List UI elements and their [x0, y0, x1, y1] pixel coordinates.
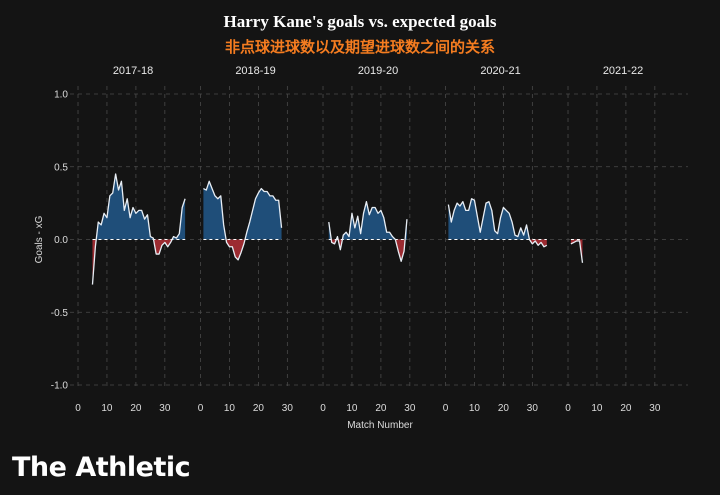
facet-label: 2021-22 [603, 65, 643, 77]
x-tick-label: 10 [101, 403, 113, 414]
negative-area [448, 239, 547, 247]
y-tick-label: 1.0 [54, 90, 68, 101]
x-tick-label: 30 [404, 403, 416, 414]
negative-area [570, 239, 583, 263]
facet-2019-20: 2019-20 0 10 20 30 [320, 65, 416, 414]
x-tick-label: 0 [198, 403, 204, 414]
negative-area [203, 239, 282, 260]
brand-logo: The Athletic [12, 452, 191, 483]
x-tick-label: 0 [320, 403, 326, 414]
negative-area [328, 239, 407, 262]
series-line [570, 240, 584, 263]
facet-2021-22: 2021-22 0 10 20 30 [565, 65, 661, 414]
facet-label: 2017-18 [113, 65, 153, 77]
facet-label: 2020-21 [480, 65, 520, 77]
x-tick-label: 0 [75, 403, 81, 414]
x-tick-label: 20 [253, 403, 265, 414]
y-tick-label: 0.5 [54, 162, 68, 173]
facet-label: 2019-20 [358, 65, 398, 77]
y-tick-label: -0.5 [51, 308, 69, 319]
y-tick-label: -1.0 [51, 381, 69, 392]
x-tick-label: 10 [591, 403, 603, 414]
x-tick-label: 30 [159, 403, 171, 414]
positive-area [448, 198, 547, 240]
facet-2018-19: 2018-19 0 10 20 30 [198, 65, 294, 414]
positive-area [203, 181, 282, 240]
x-tick-label: 20 [620, 403, 632, 414]
y-tick-label: 0.0 [54, 235, 68, 246]
x-tick-label: 0 [443, 403, 449, 414]
x-tick-label: 30 [527, 403, 539, 414]
x-tick-label: 0 [565, 403, 571, 414]
x-axis-title: Match Number [347, 420, 413, 431]
chart-subtitle: 非点球进球数以及期望进球数之间的关系 [224, 38, 495, 56]
x-tick-label: 10 [346, 403, 358, 414]
x-tick-label: 20 [375, 403, 387, 414]
x-tick-label: 30 [649, 403, 661, 414]
series-line [328, 201, 408, 262]
chart-title: Harry Kane's goals vs. expected goals [223, 12, 497, 31]
y-axis-title: Goals - xG [34, 215, 45, 263]
series-line [91, 173, 186, 285]
x-tick-label: 10 [224, 403, 236, 414]
facet-2017-18: 2017-18 0 10 20 30 [75, 65, 186, 414]
x-tick-label: 20 [130, 403, 142, 414]
x-tick-label: 20 [498, 403, 510, 414]
series-line [203, 180, 283, 261]
facet-2020-21: 2020-21 0 10 20 30 [443, 65, 548, 414]
positive-area [92, 174, 186, 240]
x-tick-label: 30 [282, 403, 294, 414]
positive-area [328, 201, 407, 240]
facet-label: 2018-19 [235, 65, 275, 77]
series-line [447, 198, 548, 248]
x-tick-label: 10 [469, 403, 481, 414]
